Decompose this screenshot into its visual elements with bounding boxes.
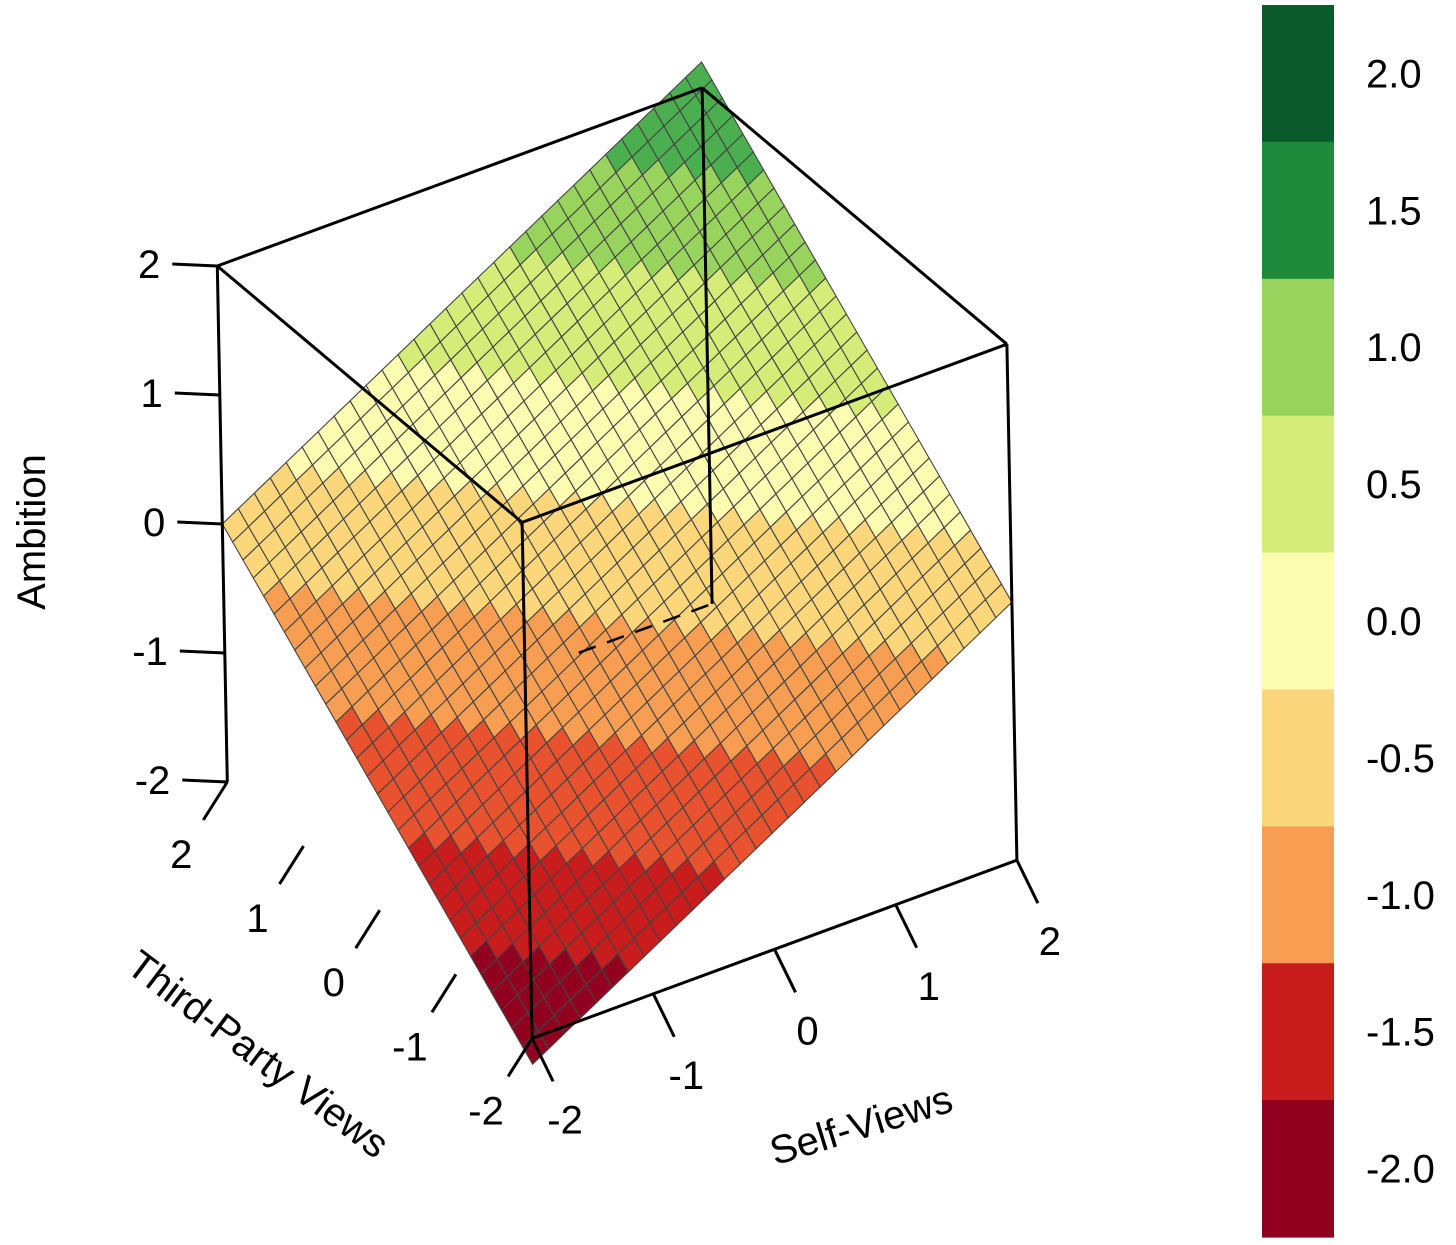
x-tick-label: -1 [669,1054,705,1098]
y-tick [430,973,458,1014]
x-tick [894,904,919,949]
y-tick-label: 1 [246,897,268,941]
z-tick [177,520,223,526]
colorbar-label: -0.5 [1366,737,1435,781]
z-tick-label: 1 [141,372,163,416]
x-tick [651,993,676,1038]
z-axis-title: Ambition [10,454,54,610]
y-tick [202,781,229,821]
axis-ticks: -2 -1 0 1 2 -2 -1 0 1 2 -2 -1 0 1 2 [132,243,1061,1142]
box-edge [1005,344,1019,861]
box-edge [701,86,1008,346]
colorbar-swatch [1262,278,1334,417]
z-tick [179,649,225,655]
colorbar-label: 1.0 [1366,326,1422,370]
box-hidden-edge [578,602,713,654]
colorbar-swatch [1262,415,1334,554]
colorbar-swatch [1262,5,1334,143]
box-edge [520,522,534,1039]
x-tick-label: 0 [796,1009,818,1053]
colorbar-swatch [1262,552,1334,691]
colorbar-label: 2.0 [1366,52,1422,96]
box-edge [521,342,1008,524]
x-tick-label: 1 [918,965,940,1009]
y-tick [354,909,381,950]
z-tick [172,262,218,268]
colorbar-swatch [1262,1100,1334,1238]
colorbar-swatch [1262,689,1334,827]
colorbar-label: 0.5 [1366,463,1422,507]
y-tick-label: -1 [392,1025,428,1069]
z-tick-label: 0 [143,501,165,545]
x-tick [773,948,797,993]
z-tick-label: 2 [138,243,160,287]
colorbar-swatch [1262,141,1334,280]
x-tick-label: -2 [547,1098,583,1142]
colorbar: 2.0 1.5 1.0 0.5 0.0 -0.5 -1.0 -1.5 -2.0 [1262,5,1435,1238]
colorbar-label: 1.5 [1366,189,1422,233]
colorbar-swatch [1262,826,1334,964]
y-tick-label: 2 [170,833,192,877]
colorbar-label: 0.0 [1366,600,1422,644]
colorbar-label: -1.0 [1366,874,1435,918]
y-tick [506,1037,534,1078]
colorbar-label: -1.5 [1366,1011,1435,1055]
x-axis-title: Self-Views [765,1077,958,1174]
box-edge [700,87,714,604]
colorbar-label: -2.0 [1366,1148,1435,1192]
surface-plane [221,61,1013,1066]
box-edge [216,264,524,524]
y-tick-label: -2 [468,1089,504,1133]
z-tick-label: -1 [132,630,168,674]
surface-cell [984,583,1013,619]
box-edge [216,86,703,268]
x-tick [530,1037,555,1083]
y-tick-label: 0 [323,961,345,1005]
z-tick-label: -2 [135,759,171,803]
y-axis-title: Third-Party Views [119,942,397,1167]
x-tick-label: 2 [1039,920,1061,964]
y-tick [278,845,305,885]
z-tick [182,778,228,784]
colorbar-swatch [1262,963,1334,1101]
z-tick [174,391,220,397]
x-tick [1015,859,1040,904]
